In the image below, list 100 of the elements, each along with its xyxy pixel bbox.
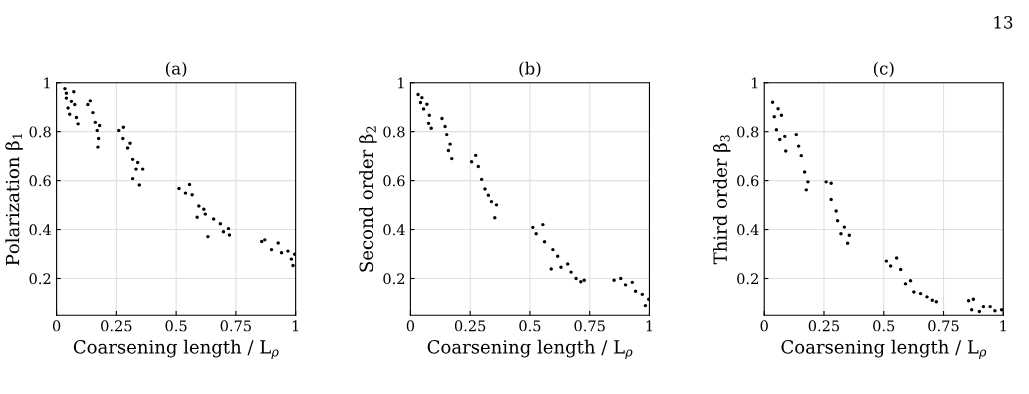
point (130, 157, 135, 162)
point (69, 99, 74, 104)
point (446, 148, 451, 153)
point (476, 164, 480, 169)
point (925, 295, 929, 299)
x-tick-label: 0 (52, 320, 61, 332)
point (908, 279, 913, 283)
point (117, 128, 121, 133)
point (135, 160, 140, 165)
point (448, 142, 452, 146)
x-axis-title: Coarsening length / L$_{ρ}$ (73, 339, 279, 359)
point (276, 241, 280, 245)
point (541, 222, 545, 227)
point (97, 123, 102, 128)
point (279, 251, 284, 255)
point (121, 136, 125, 141)
point (140, 167, 145, 171)
x-axis-title: Coarsening length / L$_{ρ}$ (781, 339, 987, 359)
y-tick-label: 0.4 (383, 224, 405, 236)
point (469, 160, 474, 164)
point (96, 136, 101, 141)
point (971, 297, 976, 301)
chart-title: (b) (519, 61, 541, 77)
point (66, 106, 70, 110)
x-tick-label: 0.5 (873, 320, 895, 332)
point (425, 102, 429, 106)
point (993, 309, 997, 313)
point (899, 267, 903, 272)
point (534, 232, 538, 236)
point (64, 96, 69, 100)
x-tick-label: 0.25 (101, 320, 132, 332)
y-tick-label: 0.8 (737, 126, 759, 138)
y-tick-label: 0.6 (737, 175, 759, 187)
x-tick-label: 0.25 (454, 320, 486, 332)
point (128, 141, 132, 145)
point (197, 204, 201, 208)
x-tick-label: 0.75 (220, 320, 251, 332)
point (130, 176, 135, 181)
point (640, 292, 644, 297)
point (804, 188, 808, 192)
point (912, 290, 916, 294)
point (551, 247, 555, 252)
y-tick-label: 0.2 (737, 273, 758, 285)
point (226, 226, 231, 231)
y-axis-title: Second order β$_{2}$ (359, 126, 377, 272)
point (643, 303, 648, 308)
chart-title: (c) (873, 61, 894, 77)
point (486, 193, 491, 197)
point (824, 180, 828, 184)
point (569, 270, 573, 274)
y-tick-label: 0.8 (383, 126, 405, 138)
x-tick-label: 0 (406, 320, 415, 332)
x-tick-label: 0.5 (519, 320, 541, 332)
point (981, 304, 986, 309)
point (966, 299, 971, 303)
point (195, 215, 199, 220)
y-tick-label: 0.4 (737, 224, 759, 236)
y-axis-title: Polarization β$_{1}$ (5, 133, 23, 266)
point (420, 95, 424, 100)
point (73, 102, 77, 107)
point (76, 122, 80, 126)
point (612, 278, 616, 282)
point (566, 262, 570, 266)
y-tick-label: 0.2 (383, 273, 405, 285)
point (494, 203, 499, 207)
y-tick-label: 1 (751, 77, 758, 89)
point (286, 249, 290, 253)
point (187, 182, 192, 187)
point (269, 247, 274, 252)
point (289, 257, 294, 261)
point (549, 267, 553, 271)
y-tick-label: 1 (398, 77, 404, 89)
x-tick-label: 0 (760, 320, 768, 332)
point (473, 153, 478, 158)
y-tick-label: 0.2 (29, 273, 51, 285)
chart-title: (a) (165, 61, 187, 77)
point (835, 219, 840, 223)
point (796, 144, 801, 148)
x-tick-label: 0.25 (808, 320, 840, 332)
point (776, 106, 780, 111)
point (489, 199, 494, 204)
point (623, 283, 628, 287)
point (95, 128, 99, 133)
point (64, 91, 69, 95)
point (918, 291, 923, 296)
point (218, 221, 223, 226)
y-tick-label: 0.6 (29, 175, 51, 187)
point (630, 280, 634, 285)
text: 13 (994, 16, 1013, 29)
point (778, 137, 782, 142)
point (542, 240, 547, 244)
point (884, 259, 889, 263)
y-tick-label: 0.4 (29, 224, 51, 236)
point (426, 121, 431, 126)
point (93, 120, 98, 125)
point (418, 100, 423, 105)
y-tick-label: 0.8 (29, 126, 51, 138)
point (774, 128, 779, 132)
y-tick-label: 0.6 (383, 175, 405, 187)
point (779, 113, 784, 117)
